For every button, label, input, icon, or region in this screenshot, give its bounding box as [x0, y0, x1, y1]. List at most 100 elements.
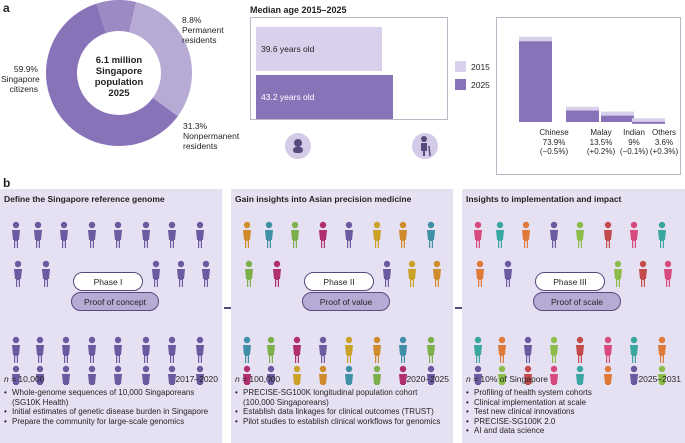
proof-of-value-pill: Proof of value [302, 292, 390, 311]
phase-2-bullets: PRECISE-SG100K longitudinal population c… [235, 388, 449, 426]
person-icon [152, 260, 160, 287]
phase-1-title: Define the Singapore reference genome [4, 194, 165, 204]
legend-swatch-2025 [455, 79, 466, 90]
people-figures [474, 221, 672, 392]
person-icon [243, 336, 251, 363]
phase-1-bullets: Whole-genome sequences of 10,000 Singapo… [4, 388, 218, 426]
ethnicity-label-others: Others 3.6% (+0.3%) [649, 128, 679, 157]
phase-1-pill: Phase I [73, 272, 143, 291]
median-age-chart: 39.6 years old 43.2 years old [250, 17, 448, 120]
person-icon [114, 336, 122, 363]
pie-label-citizens: 59.9% Singapore citizens [1, 64, 40, 94]
ethnicity-chart [496, 17, 681, 175]
person-icon [399, 221, 407, 248]
ethnicity-label-chinese: Chinese 73.9% (−0.5%) [539, 128, 569, 157]
person-icon [504, 260, 512, 287]
ethnicity-label-indian: Indian 9% (−0.1%) [619, 128, 649, 157]
phase-2-title: Gain insights into Asian precision medic… [235, 194, 412, 204]
person-icon [345, 336, 353, 363]
bar-2025-others [632, 121, 665, 124]
phase-3-pill: Phase III [535, 272, 605, 291]
person-icon [62, 365, 70, 392]
person-icon [576, 221, 584, 248]
list-item: AI and data science [466, 426, 681, 436]
people-illustration [462, 205, 685, 392]
person-icon [630, 336, 638, 363]
proof-of-scale-pill: Proof of scale [533, 292, 621, 311]
legend-item-2015: 2015 [455, 61, 490, 72]
person-icon [319, 365, 327, 392]
person-icon [427, 336, 435, 363]
person-icon [550, 365, 558, 392]
person-icon [291, 221, 299, 248]
person-icon [14, 260, 22, 287]
person-icon [576, 336, 584, 363]
phase-2-years: 2020–2025 [406, 374, 449, 384]
person-icon [36, 336, 44, 363]
donut-slice [45, 3, 178, 146]
person-icon [576, 365, 584, 392]
panel-a-label: a [3, 1, 10, 15]
person-icon [196, 336, 204, 363]
ethnicity-bars [519, 36, 665, 124]
person-icon [114, 365, 122, 392]
list-item: Test new clinical innovations [466, 407, 681, 417]
person-icon [639, 260, 647, 287]
phase-2-cohort-size: n = 100,000 [235, 374, 281, 384]
person-icon [614, 260, 622, 287]
person-icon [496, 221, 504, 248]
person-icon [604, 336, 612, 363]
phase-2-pill: Phase II [304, 272, 374, 291]
list-item: Prepare the community for large-scale ge… [4, 417, 218, 427]
person-icon [604, 221, 612, 248]
list-item: PRECISE-SG100K 2.0 [466, 417, 681, 427]
elderly-person-icon [412, 133, 438, 159]
bar-2025-indian [601, 115, 634, 122]
person-icon [245, 260, 253, 287]
person-icon [114, 221, 122, 248]
person-icon [476, 260, 484, 287]
phase-3-years: 2025–2031 [638, 374, 681, 384]
list-item: Clinical implementation at scale [466, 398, 681, 408]
person-icon [408, 260, 416, 287]
person-icon [293, 365, 301, 392]
person-icon [88, 336, 96, 363]
person-icon [427, 221, 435, 248]
bar-2025-malay [566, 110, 599, 122]
person-icon [630, 365, 638, 392]
age-bar-2015: 39.6 years old [256, 27, 382, 71]
pie-label-nonpermanent-residents: 31.3% Nonpermanent residents [183, 121, 240, 151]
person-icon [293, 336, 301, 363]
person-icon [658, 336, 666, 363]
person-icon [383, 260, 391, 287]
person-icon [399, 336, 407, 363]
person-icon [243, 221, 251, 248]
pie-label-permanent-residents: 8.8% Permanent residents [182, 15, 224, 45]
phase-3-panel: Insights to implementation and impact Ph… [462, 189, 685, 443]
age-bar-2025: 43.2 years old [256, 75, 393, 119]
person-icon [168, 336, 176, 363]
person-icon [62, 336, 70, 363]
person-icon [267, 336, 275, 363]
population-donut-chart [45, 0, 193, 146]
person-icon [524, 336, 532, 363]
person-icon [88, 365, 96, 392]
proof-of-concept-pill: Proof of concept [71, 292, 159, 311]
person-icon [34, 221, 42, 248]
list-item: Pilot studies to establish clinical work… [235, 417, 449, 427]
legend-swatch-2015 [455, 61, 466, 72]
donut-slice [128, 2, 193, 117]
person-icon [12, 336, 20, 363]
list-item: Whole-genome sequences of 10,000 Singapo… [4, 388, 218, 407]
person-icon [550, 221, 558, 248]
person-icon [12, 221, 20, 248]
phase-3-bullets: Profiling of health system cohorts Clini… [466, 388, 681, 436]
person-icon [373, 365, 381, 392]
list-item: PRECISE-SG100K longitudinal population c… [235, 388, 449, 407]
person-icon [319, 336, 327, 363]
person-icon [196, 221, 204, 248]
phase-1-panel: Define the Singapore reference genome Ph… [0, 189, 222, 443]
person-icon [630, 221, 638, 248]
person-icon [474, 221, 482, 248]
person-icon [522, 221, 530, 248]
